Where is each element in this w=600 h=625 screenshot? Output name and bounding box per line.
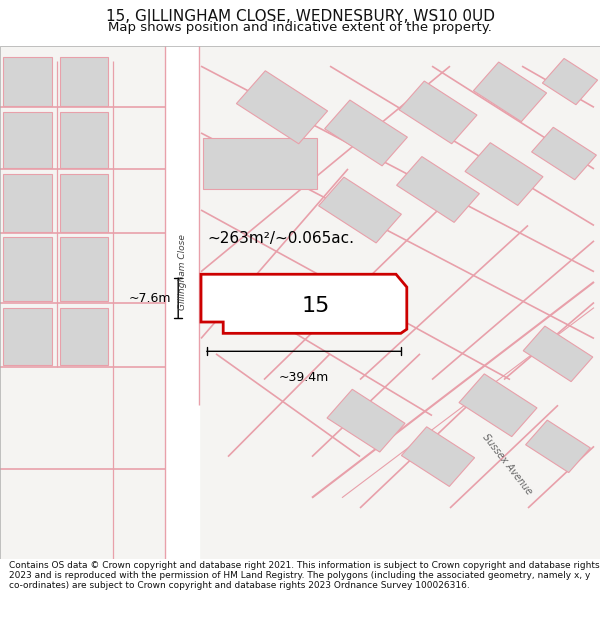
Text: Sussex Avenue: Sussex Avenue	[480, 432, 534, 497]
Polygon shape	[465, 142, 543, 206]
Polygon shape	[526, 420, 590, 472]
Polygon shape	[3, 58, 52, 106]
Polygon shape	[459, 374, 537, 437]
Text: 15, GILLINGHAM CLOSE, WEDNESBURY, WS10 0UD: 15, GILLINGHAM CLOSE, WEDNESBURY, WS10 0…	[106, 9, 494, 24]
Polygon shape	[473, 62, 547, 122]
Polygon shape	[397, 157, 479, 222]
Polygon shape	[3, 308, 52, 365]
Polygon shape	[60, 238, 108, 301]
Polygon shape	[236, 71, 328, 144]
Text: Gillingham Close: Gillingham Close	[178, 234, 187, 309]
Text: Contains OS data © Crown copyright and database right 2021. This information is : Contains OS data © Crown copyright and d…	[9, 561, 599, 591]
Polygon shape	[60, 58, 108, 106]
Polygon shape	[201, 274, 407, 333]
Polygon shape	[60, 308, 108, 365]
Polygon shape	[523, 326, 593, 382]
Polygon shape	[399, 81, 477, 144]
Polygon shape	[3, 238, 52, 301]
Polygon shape	[532, 127, 596, 180]
Text: ~263m²/~0.065ac.: ~263m²/~0.065ac.	[207, 231, 354, 246]
Text: ~7.6m: ~7.6m	[128, 292, 171, 304]
Polygon shape	[60, 112, 108, 168]
Polygon shape	[3, 112, 52, 168]
Polygon shape	[401, 427, 475, 486]
Polygon shape	[542, 59, 598, 105]
Polygon shape	[3, 174, 52, 232]
Text: ~39.4m: ~39.4m	[279, 371, 329, 384]
Text: 15: 15	[302, 296, 330, 316]
Polygon shape	[203, 138, 317, 189]
Polygon shape	[325, 100, 407, 166]
Polygon shape	[60, 174, 108, 232]
Polygon shape	[327, 389, 405, 452]
Polygon shape	[319, 177, 401, 243]
Text: Map shows position and indicative extent of the property.: Map shows position and indicative extent…	[108, 21, 492, 34]
